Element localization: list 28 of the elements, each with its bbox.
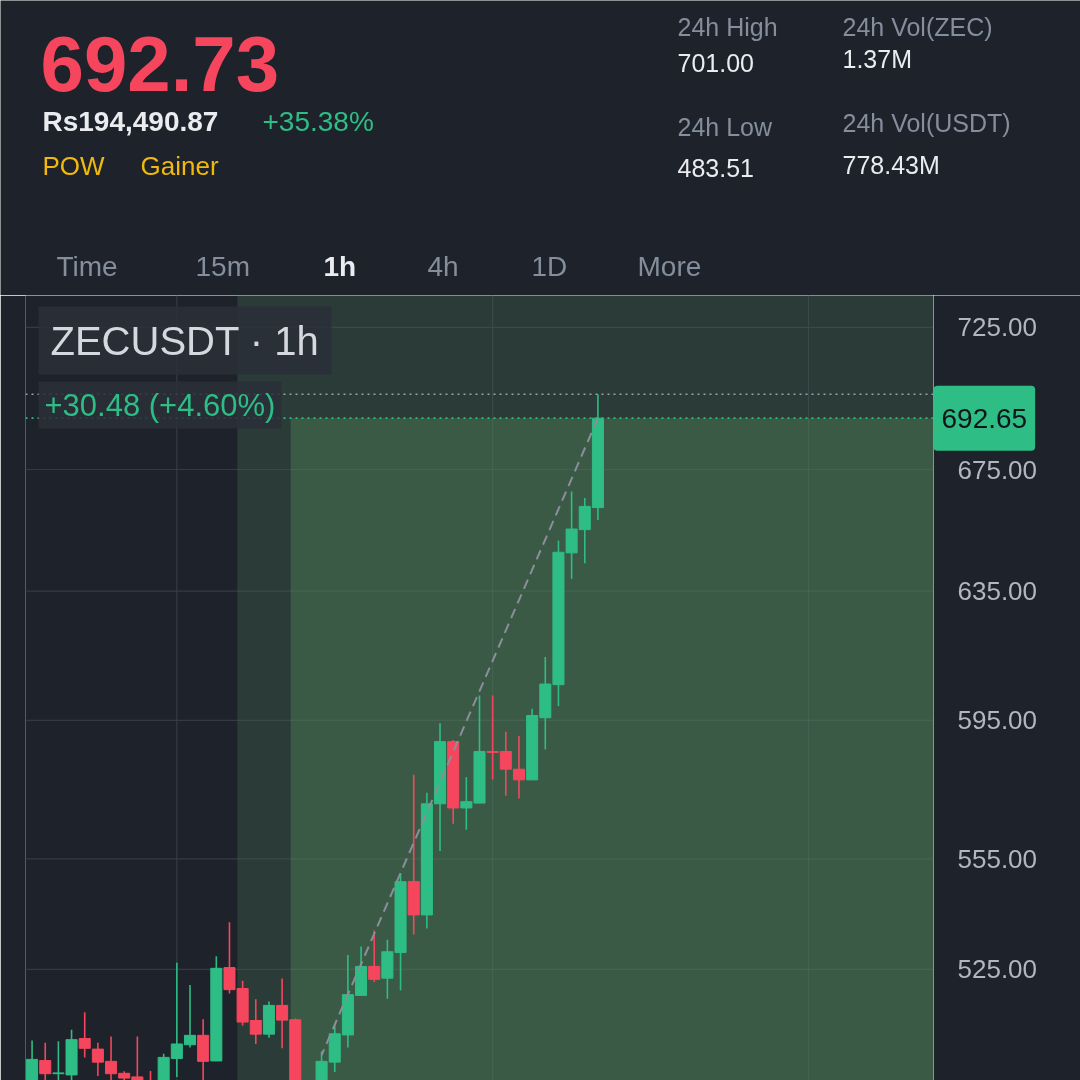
text: Time	[56, 251, 118, 282]
y-tick-label: 675.00	[957, 454, 1038, 485]
text: ZECUSDT · 1h	[50, 318, 319, 363]
text: 24h Vol(ZEC)	[842, 12, 993, 41]
text: 15m	[195, 251, 250, 282]
y-tick-label: 635.00	[957, 576, 1038, 607]
text: 24h High	[677, 12, 778, 41]
text: +35.38%	[262, 106, 374, 137]
y-tick-label: 555.00	[957, 843, 1038, 874]
text: POW	[42, 150, 106, 181]
text: 483.51	[677, 153, 754, 182]
text: More	[637, 251, 702, 282]
text: 4h	[427, 251, 459, 282]
text: 692.73	[40, 19, 280, 108]
text: Gainer	[140, 150, 219, 181]
y-tick-label: 595.00	[957, 705, 1038, 736]
text: 1.37M	[842, 44, 912, 73]
annotation: +30.48 (+4.60%)	[44, 387, 276, 423]
text: 1h	[323, 251, 357, 282]
text: 24h Low	[677, 112, 773, 141]
y-tick-label: 725.00	[957, 312, 1038, 343]
y-tick-label: 525.00	[957, 954, 1038, 985]
text: 701.00	[677, 48, 754, 77]
text: Rs194,490.87	[42, 106, 219, 137]
text: 24h Vol(USDT)	[842, 108, 1011, 137]
text: 1D	[531, 251, 568, 282]
text: 778.43M	[842, 150, 940, 179]
ref-line-label: 692.65	[941, 402, 1028, 434]
